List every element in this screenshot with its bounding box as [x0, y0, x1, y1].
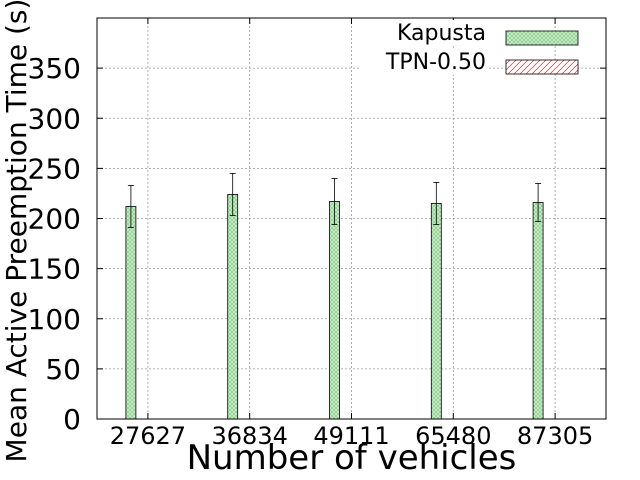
y-tick-label: 250: [28, 152, 81, 185]
y-tick-label: 100: [28, 303, 81, 336]
legend-label: TPN-0.50: [385, 50, 486, 75]
y-tick-label: 300: [28, 102, 81, 135]
tick-labels: 0 50 100 150 200 250 300 350 27627 36834 49111 6548…: [28, 52, 594, 450]
bar-kapusta: [227, 194, 239, 420]
y-tick-label: 150: [28, 253, 81, 286]
bar-kapusta: [125, 206, 137, 420]
y-tick-label: 50: [45, 353, 81, 386]
y-tick-label: 200: [28, 203, 81, 236]
y-tick-label: 350: [28, 52, 81, 85]
x-axis-label: Number of vehicles: [187, 438, 517, 478]
axis-ticks: [97, 18, 606, 420]
bars: [125, 172, 544, 420]
legend-swatch: [505, 59, 579, 75]
bar-kapusta: [430, 203, 442, 420]
bar-kapusta: [532, 202, 544, 420]
x-tick-label: 36834: [212, 422, 288, 450]
bar-kapusta: [329, 201, 340, 420]
legend-swatch: [505, 30, 579, 46]
legend-label: Kapusta: [397, 21, 486, 46]
y-tick-label: 0: [63, 403, 81, 436]
x-tick-label: 87305: [517, 422, 593, 450]
x-tick-label: 27627: [110, 422, 186, 450]
legend: Kapusta TPN-0.50: [359, 20, 579, 75]
x-tick-label: 65480: [415, 422, 491, 450]
grid: [97, 18, 606, 419]
legend-background: [359, 49, 489, 75]
x-tick-label: 49111: [313, 422, 389, 450]
legend-background: [359, 20, 489, 46]
y-axis-label: Mean Active Preemption Time (s): [0, 0, 33, 462]
